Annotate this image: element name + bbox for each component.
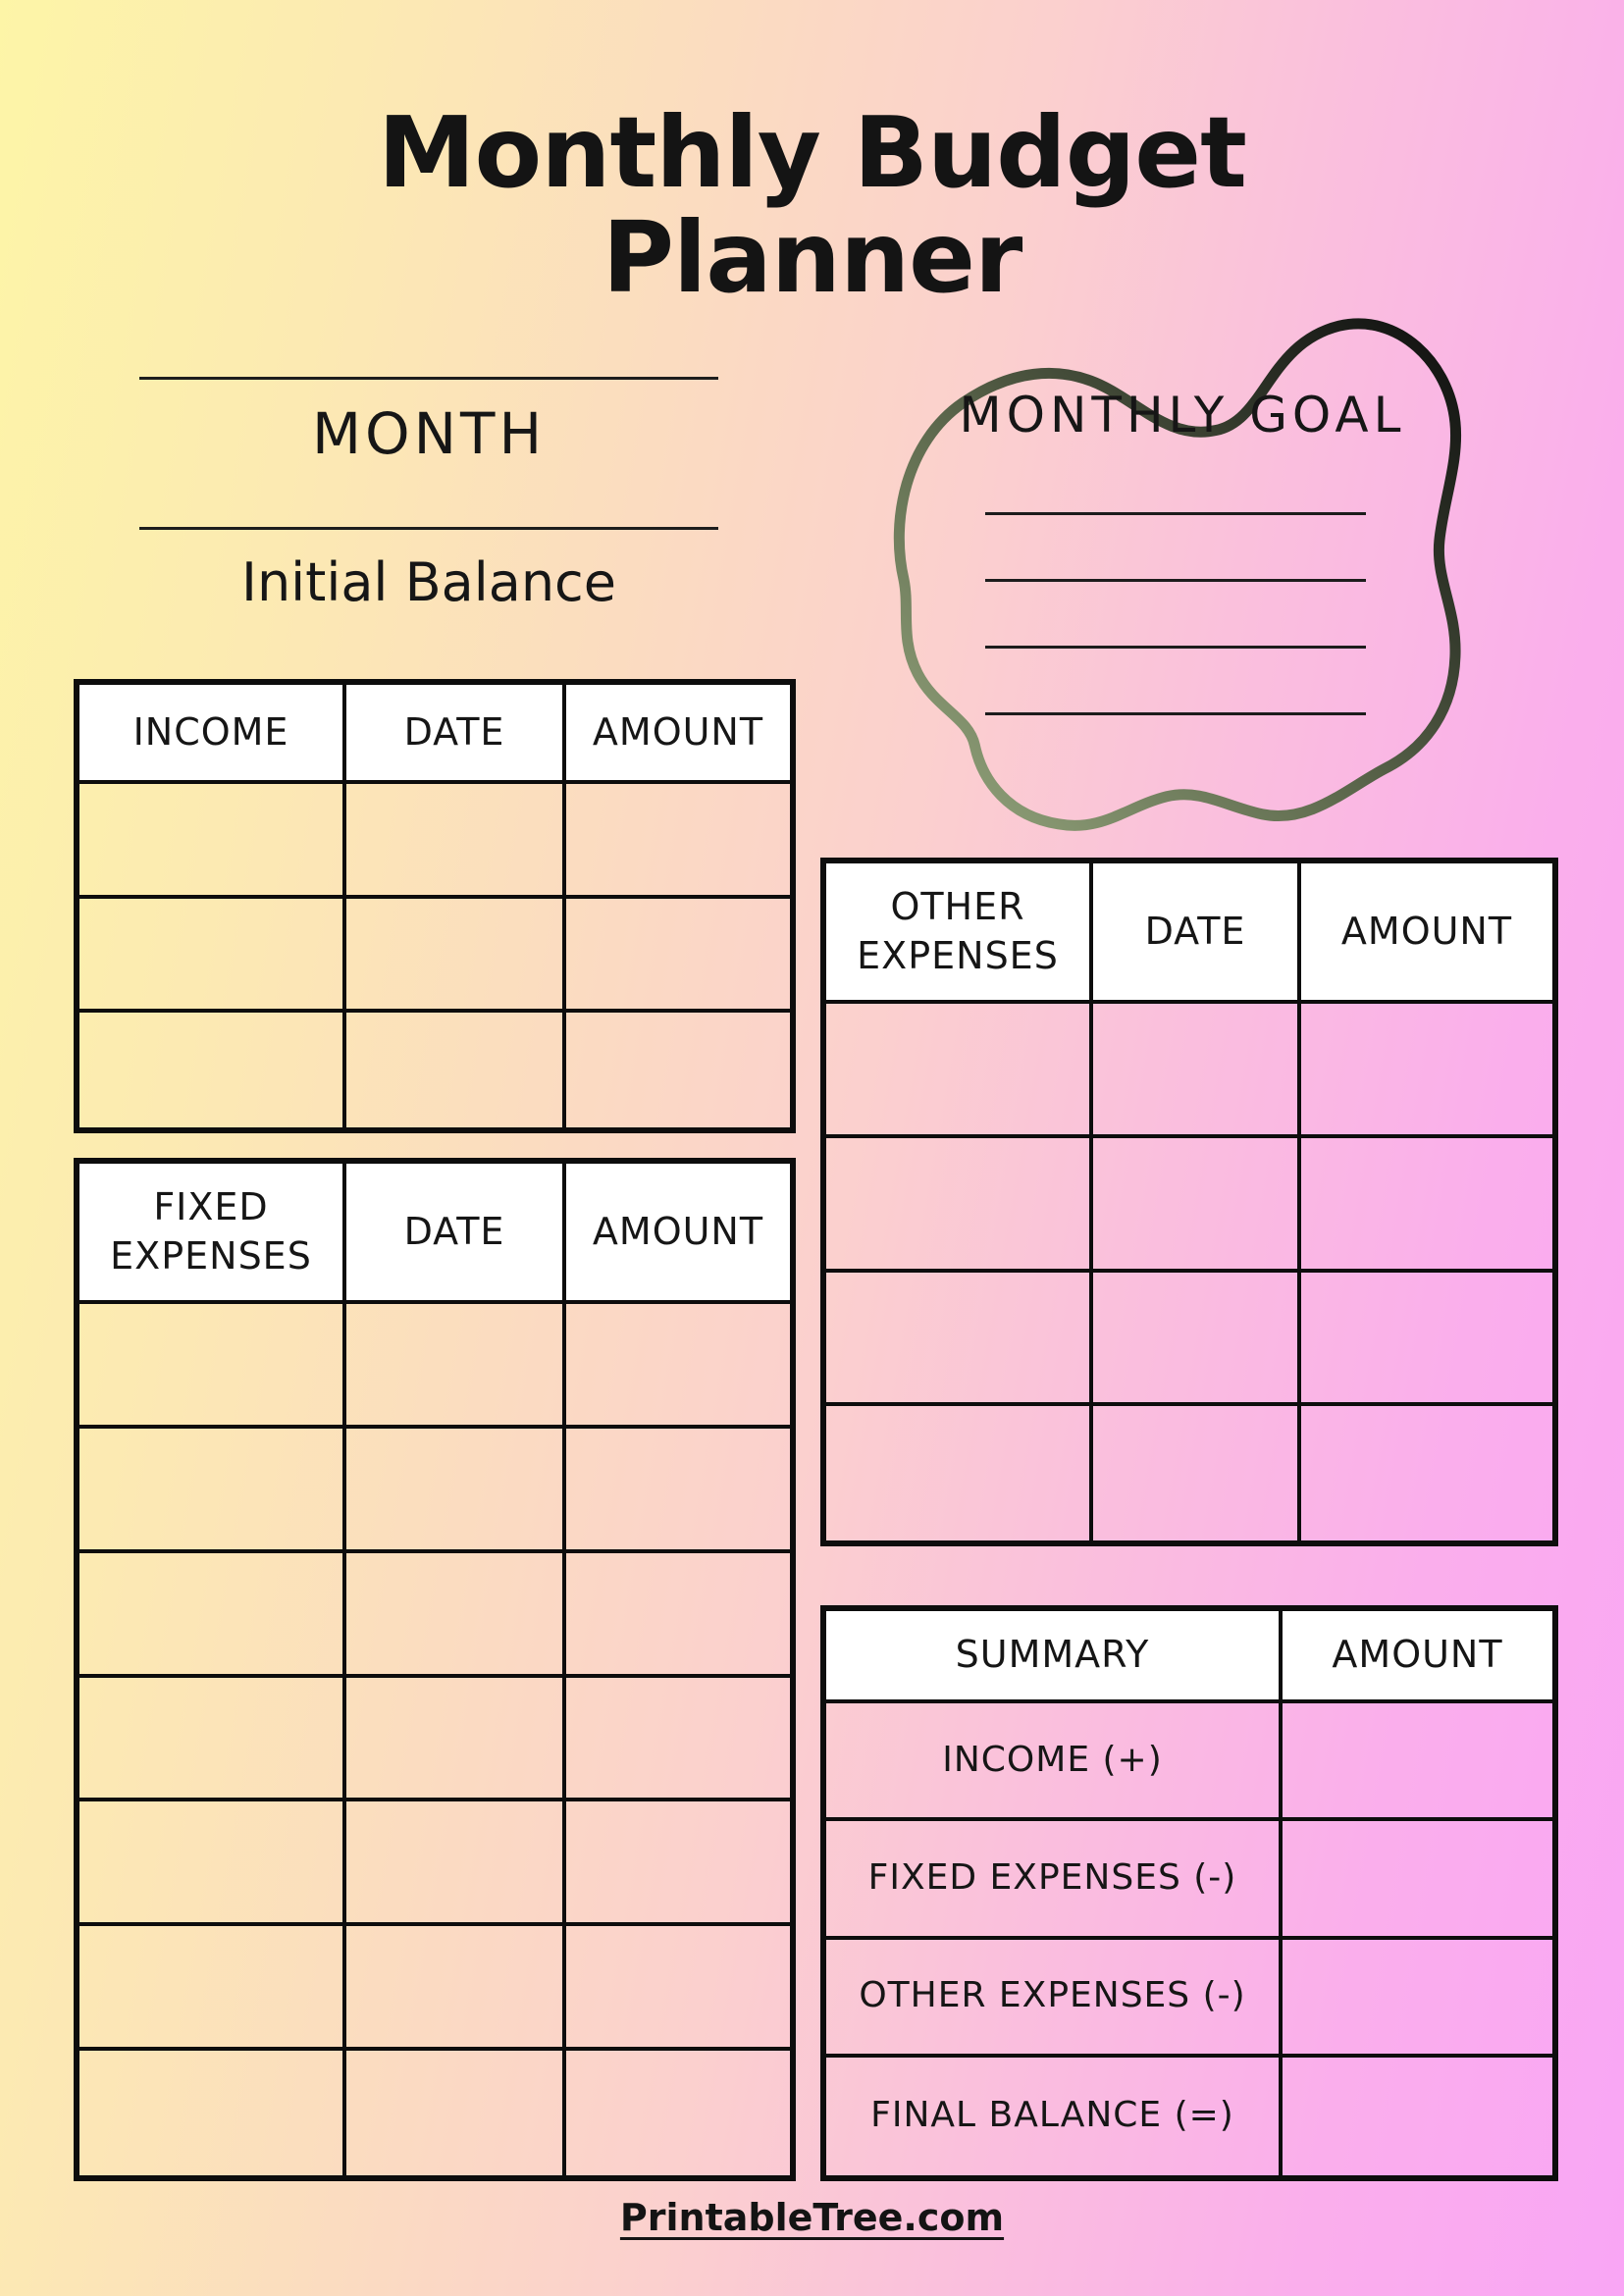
empty-entry-cell	[346, 1304, 566, 1429]
empty-entry-cell	[1093, 1406, 1301, 1540]
empty-entry-cell	[826, 1004, 1093, 1138]
empty-entry-cell	[566, 1678, 790, 1802]
monthly-goal-blob	[893, 318, 1462, 831]
empty-entry-cell	[1301, 1138, 1552, 1273]
empty-entry-cell	[346, 784, 566, 899]
summary-table: SUMMARY AMOUNT INCOME (+) FIXED EXPENSES (-…	[820, 1605, 1558, 2181]
empty-entry-cell	[566, 1429, 790, 1553]
empty-entry-cell	[346, 1428, 566, 1553]
empty-entry-cell	[566, 1304, 790, 1429]
empty-entry-cell	[79, 1926, 346, 2052]
empty-entry-cell	[79, 1677, 346, 1802]
empty-entry-cell	[566, 784, 790, 899]
empty-entry-cell	[1283, 1703, 1552, 1822]
page-title-line2: Planner	[602, 200, 1023, 315]
empty-entry-cell	[1301, 1273, 1552, 1407]
goal-writing-line	[985, 712, 1366, 715]
header-cell: DATE	[346, 685, 566, 784]
header-cell: AMOUNT	[566, 1164, 790, 1304]
empty-entry-cell	[1283, 2058, 1552, 2175]
header-cell: AMOUNT	[1301, 863, 1552, 1004]
empty-entry-cell	[79, 1304, 346, 1429]
header-cell: INCOME	[79, 685, 346, 784]
empty-entry-cell	[79, 2051, 346, 2175]
empty-entry-cell	[79, 1801, 346, 1927]
empty-entry-cell	[346, 1552, 566, 1678]
summary-row-label-cell: FIXED EXPENSES (-)	[826, 1821, 1283, 1940]
fixed-expenses-table: FIXED EXPENSES DATE AMOUNT	[74, 1158, 796, 2181]
empty-entry-cell	[79, 784, 346, 899]
header-cell: SUMMARY	[826, 1611, 1283, 1703]
header-cell: AMOUNT	[566, 685, 790, 784]
empty-entry-cell	[346, 2051, 566, 2175]
empty-entry-cell	[79, 1552, 346, 1678]
empty-entry-cell	[1283, 1940, 1552, 2058]
empty-entry-cell	[1093, 1272, 1301, 1407]
empty-entry-cell	[566, 1926, 790, 2052]
footer-site-link[interactable]: PrintableTree.com	[619, 2196, 1005, 2239]
empty-entry-cell	[1301, 1406, 1552, 1540]
page-title-line1: Monthly Budget	[378, 95, 1247, 210]
empty-entry-cell	[566, 2051, 790, 2175]
header-cell: OTHER EXPENSES	[826, 863, 1093, 1004]
goal-writing-line	[985, 579, 1366, 582]
empty-entry-cell	[79, 1013, 346, 1127]
month-divider-line-top	[139, 377, 718, 380]
empty-entry-cell	[566, 899, 790, 1014]
empty-entry-cell	[79, 898, 346, 1014]
month-divider-line-bottom	[139, 527, 718, 530]
empty-entry-cell	[346, 898, 566, 1014]
empty-entry-cell	[566, 1553, 790, 1678]
empty-entry-cell	[79, 1428, 346, 1553]
empty-entry-cell	[346, 1677, 566, 1802]
empty-entry-cell	[566, 1801, 790, 1927]
summary-row-label-cell: INCOME (+)	[826, 1703, 1283, 1822]
empty-entry-cell	[1301, 1004, 1552, 1138]
income-table: INCOME DATE AMOUNT	[74, 679, 796, 1133]
month-label: MONTH	[311, 400, 547, 467]
empty-entry-cell	[826, 1137, 1093, 1273]
page-title: Monthly Budget Planner	[0, 100, 1624, 310]
other-expenses-table: OTHER EXPENSES DATE AMOUNT	[820, 858, 1558, 1546]
empty-entry-cell	[346, 1801, 566, 1927]
empty-entry-cell	[566, 1013, 790, 1127]
header-cell: DATE	[346, 1164, 566, 1304]
empty-entry-cell	[346, 1926, 566, 2052]
goal-writing-line	[985, 512, 1366, 515]
header-cell: FIXED EXPENSES	[79, 1164, 346, 1304]
empty-entry-cell	[826, 1272, 1093, 1407]
header-cell: AMOUNT	[1283, 1611, 1552, 1703]
empty-entry-cell	[826, 1406, 1093, 1540]
empty-entry-cell	[346, 1013, 566, 1127]
goal-writing-line	[985, 646, 1366, 649]
summary-row-label-cell: FINAL BALANCE (=)	[826, 2057, 1283, 2175]
empty-entry-cell	[1093, 1137, 1301, 1273]
header-cell: DATE	[1093, 863, 1301, 1004]
summary-row-label-cell: OTHER EXPENSES (-)	[826, 1939, 1283, 2058]
blob-outline-path	[893, 318, 1462, 831]
empty-entry-cell	[1283, 1821, 1552, 1940]
empty-entry-cell	[1093, 1004, 1301, 1138]
monthly-goal-label: MONTHLY GOAL	[959, 387, 1406, 444]
initial-balance-label: Initial Balance	[241, 551, 616, 613]
